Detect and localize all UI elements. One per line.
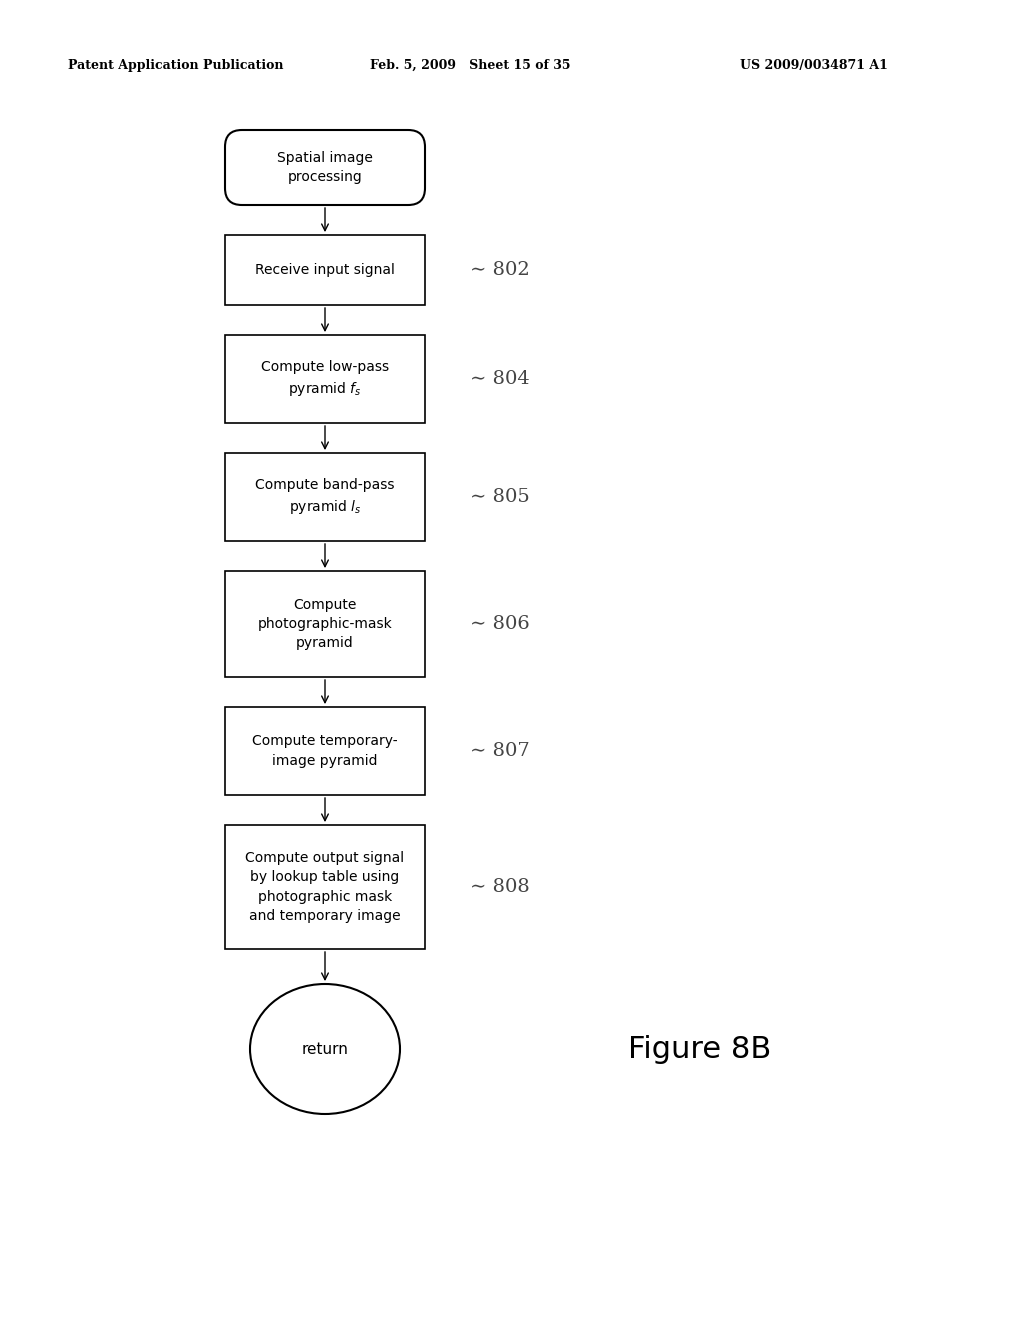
Text: ∼ 806: ∼ 806	[470, 615, 529, 634]
Text: ∼ 805: ∼ 805	[470, 488, 529, 506]
Bar	[225, 453, 425, 541]
Text: ∼ 804: ∼ 804	[470, 370, 529, 388]
Text: ∼ 808: ∼ 808	[470, 878, 529, 896]
Text: ∼ 807: ∼ 807	[470, 742, 529, 760]
Text: Compute temporary-
image pyramid: Compute temporary- image pyramid	[252, 734, 397, 768]
Text: return: return	[301, 1041, 348, 1056]
Text: Receive input signal: Receive input signal	[255, 263, 395, 277]
Text: Compute low-pass
pyramid $f_s$: Compute low-pass pyramid $f_s$	[261, 360, 389, 399]
Text: Spatial image
processing: Spatial image processing	[278, 152, 373, 183]
Text: US 2009/0034871 A1: US 2009/0034871 A1	[740, 58, 888, 71]
Text: Patent Application Publication: Patent Application Publication	[68, 58, 284, 71]
Text: Compute output signal
by lookup table using
photographic mask
and temporary imag: Compute output signal by lookup table us…	[246, 851, 404, 923]
Text: Compute
photographic-mask
pyramid: Compute photographic-mask pyramid	[258, 598, 392, 651]
Text: Compute band-pass
pyramid $l_s$: Compute band-pass pyramid $l_s$	[255, 478, 394, 516]
Text: Figure 8B: Figure 8B	[629, 1035, 772, 1064]
Bar	[225, 335, 425, 422]
Bar	[225, 572, 425, 677]
Bar	[225, 235, 425, 305]
FancyBboxPatch shape	[225, 129, 425, 205]
Bar	[225, 708, 425, 795]
Text: Feb. 5, 2009   Sheet 15 of 35: Feb. 5, 2009 Sheet 15 of 35	[370, 58, 570, 71]
Text: ∼ 802: ∼ 802	[470, 261, 529, 279]
Ellipse shape	[250, 983, 400, 1114]
Bar	[225, 825, 425, 949]
